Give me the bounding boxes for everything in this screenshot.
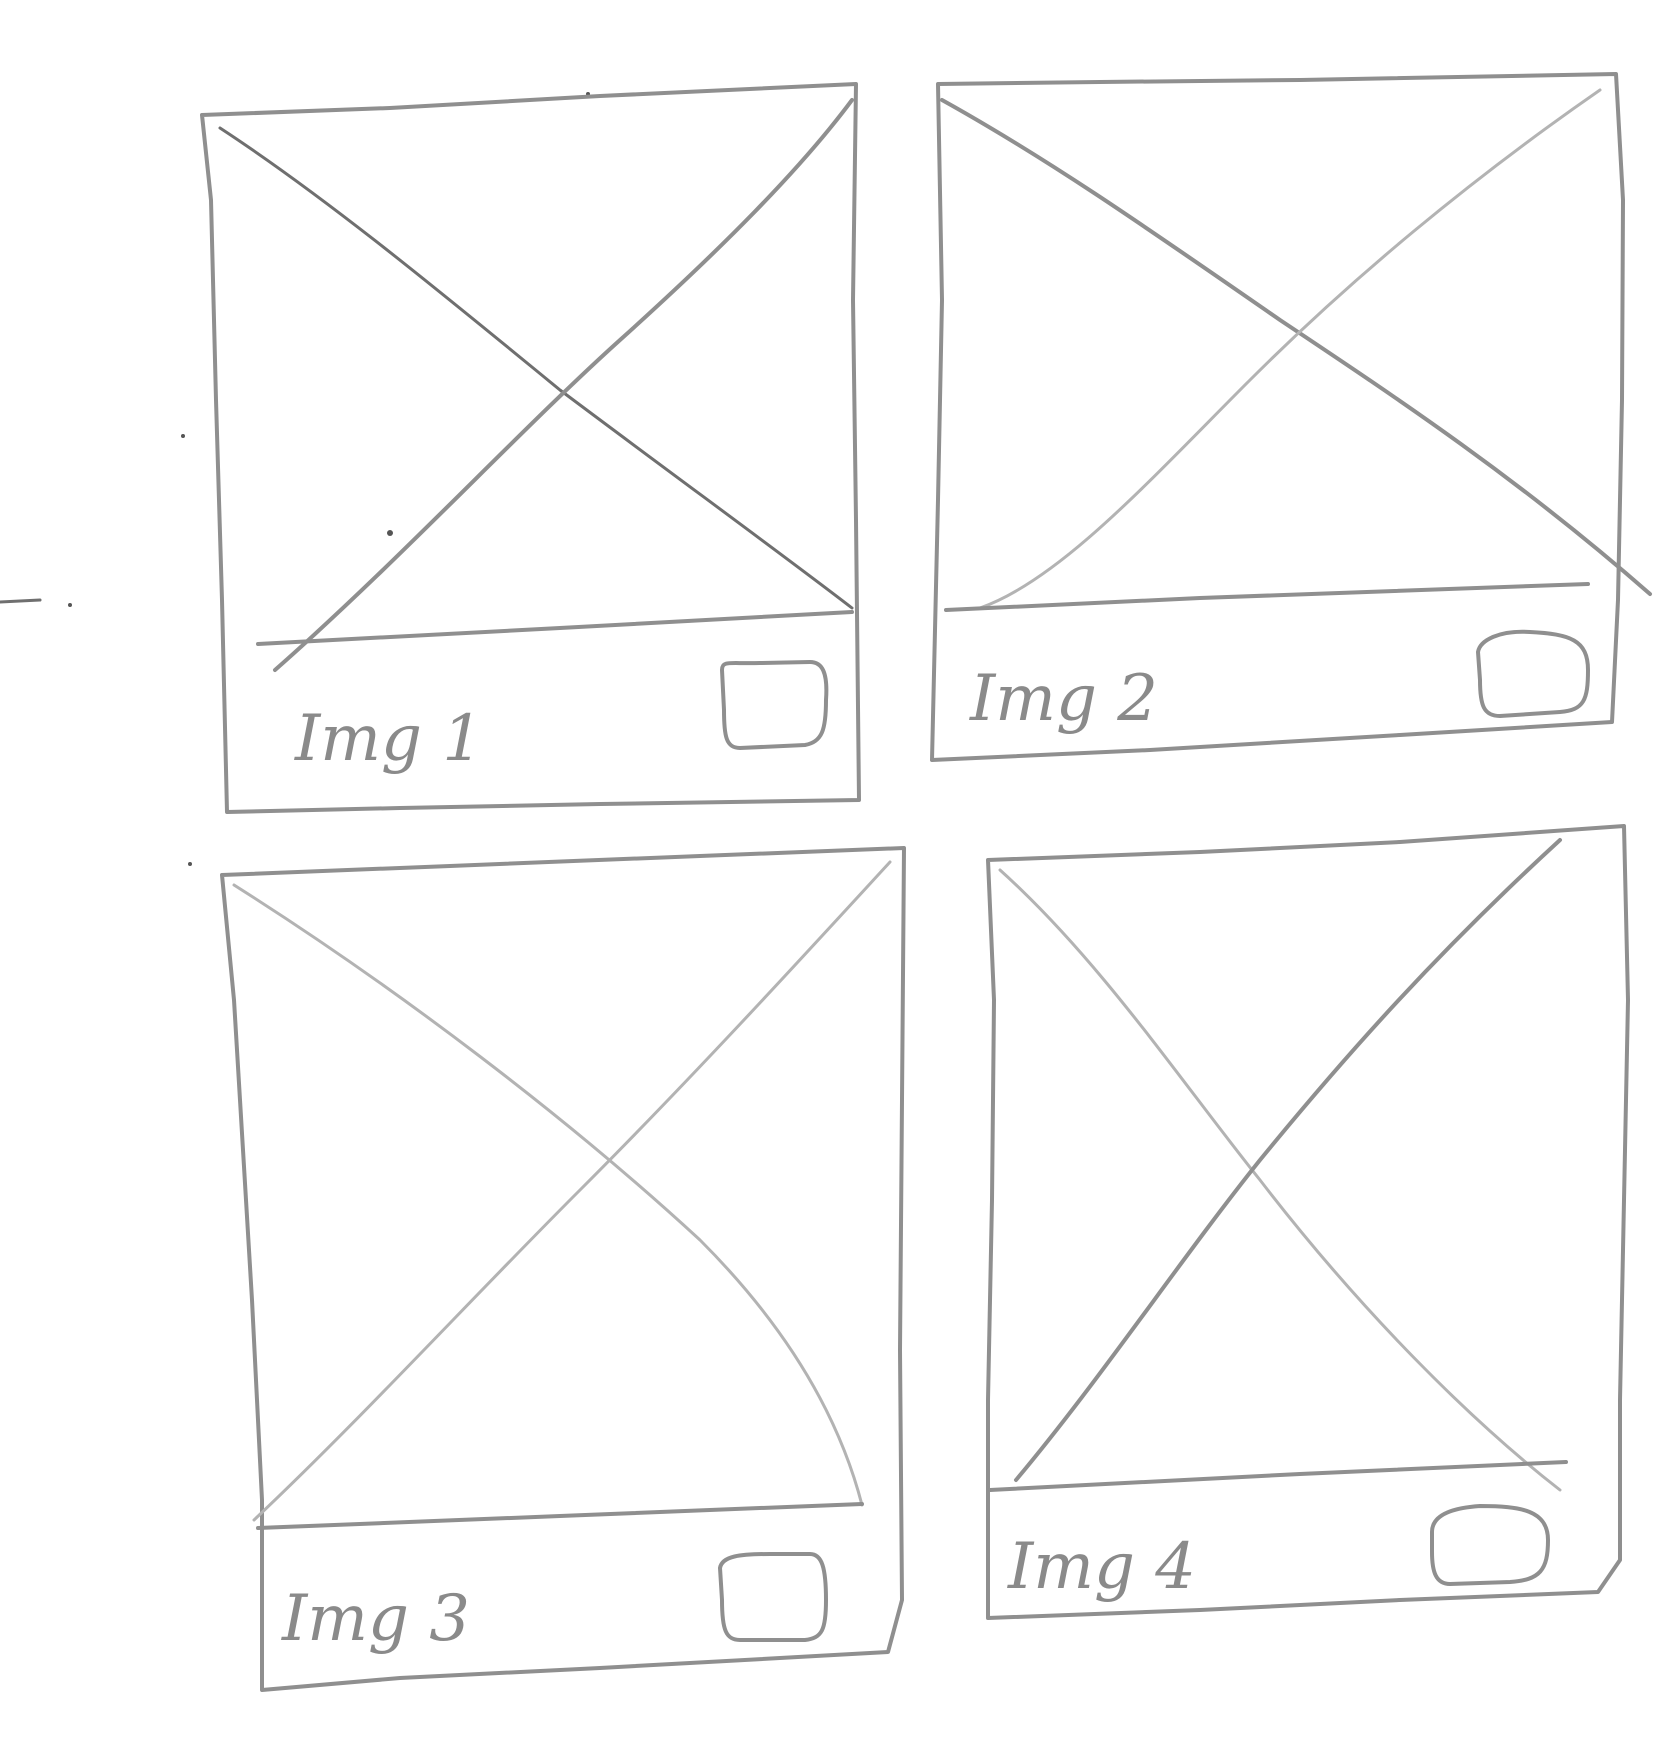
- image-placeholder-icon: [998, 838, 1562, 1492]
- checkbox-icon[interactable]: [1430, 1504, 1550, 1586]
- card-caption: Img 3: [281, 1582, 470, 1656]
- checkbox-icon[interactable]: [1476, 629, 1590, 718]
- card-caption: Img 1: [294, 702, 483, 776]
- card-caption: Img 2: [969, 662, 1158, 736]
- image-card-1[interactable]: Img 1: [200, 82, 861, 814]
- image-card-3[interactable]: Img 3: [220, 846, 906, 1692]
- caption-divider: [988, 1460, 1568, 1492]
- caption-divider: [256, 610, 854, 646]
- image-card-2[interactable]: Img 2: [930, 72, 1652, 762]
- card-caption: Img 4: [1007, 1530, 1196, 1604]
- image-placeholder-icon: [218, 98, 854, 672]
- stray-marks: [0, 92, 590, 866]
- image-placeholder-icon: [232, 860, 892, 1522]
- checkbox-icon[interactable]: [720, 660, 829, 750]
- card-frame: [930, 72, 1625, 762]
- caption-divider: [256, 1502, 864, 1530]
- caption-divider: [944, 582, 1590, 612]
- image-placeholder-icon: [940, 88, 1652, 610]
- card-frame: [986, 824, 1630, 1620]
- checkbox-icon[interactable]: [718, 1552, 828, 1642]
- card-frame: [220, 846, 906, 1692]
- card-frame: [200, 82, 861, 814]
- image-card-4[interactable]: Img 4: [986, 824, 1630, 1620]
